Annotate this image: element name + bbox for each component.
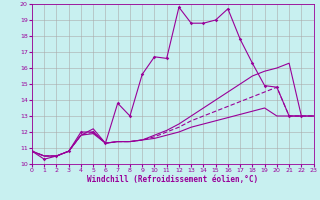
X-axis label: Windchill (Refroidissement éolien,°C): Windchill (Refroidissement éolien,°C) <box>87 175 258 184</box>
